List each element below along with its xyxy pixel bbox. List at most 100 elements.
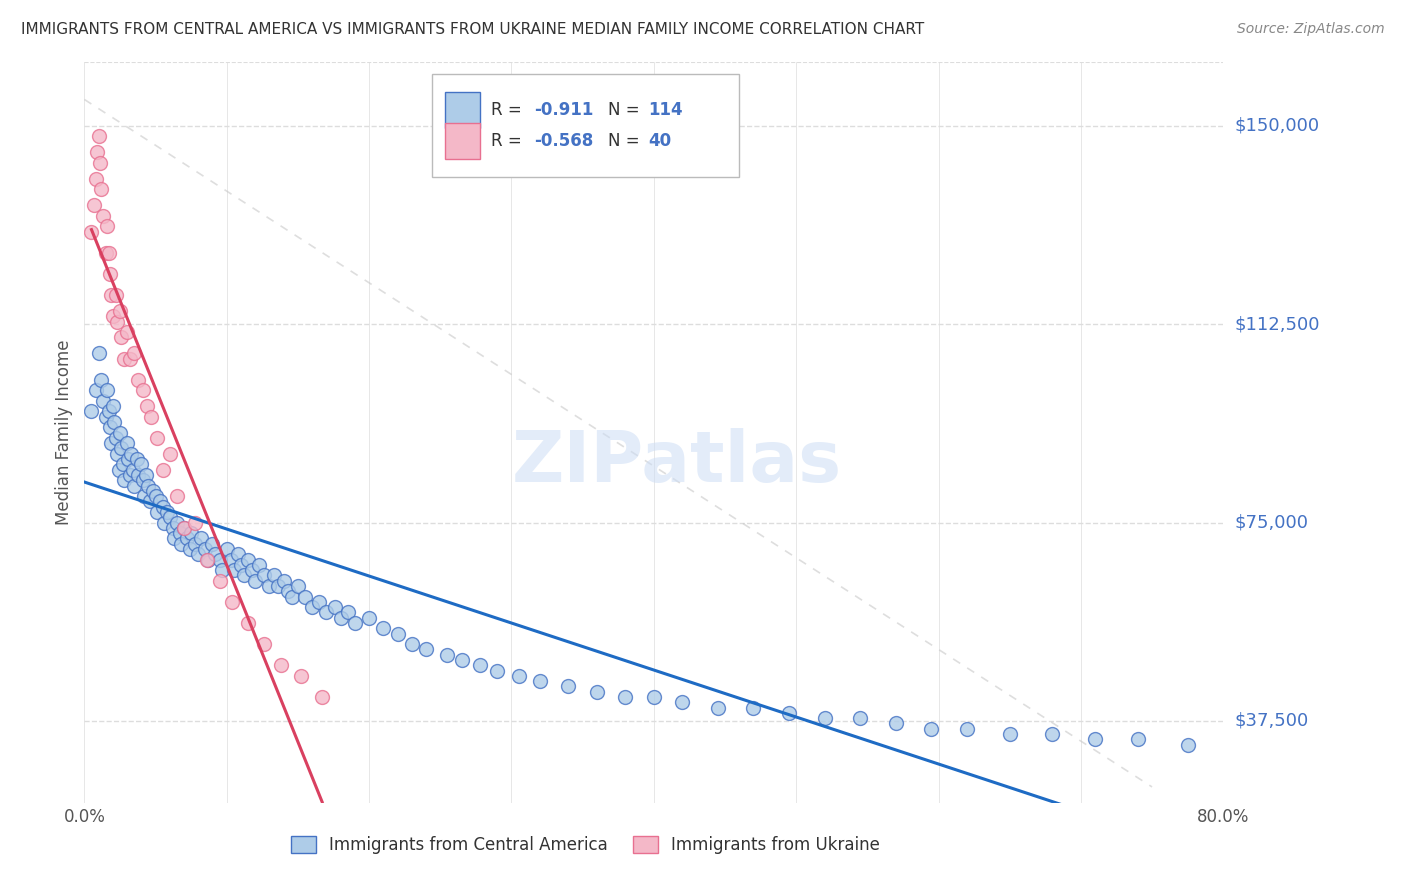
Point (163, 532, 186, 546)
Text: 114: 114 (648, 101, 683, 119)
Point (557, 680, 579, 694)
Point (671, 695, 693, 709)
Point (131, 458, 153, 472)
Point (586, 685, 609, 699)
Point (105, 315, 128, 329)
Point (91, 393, 114, 408)
Text: -0.911: -0.911 (534, 101, 593, 119)
Point (179, 541, 201, 556)
Point (104, 288, 127, 302)
Point (190, 532, 212, 546)
Point (145, 489, 167, 503)
Point (91, 209, 114, 223)
Point (215, 541, 238, 556)
Point (742, 700, 765, 714)
Point (146, 431, 169, 445)
Point (115, 325, 138, 339)
Point (118, 467, 141, 482)
Point (707, 700, 730, 714)
Text: R =: R = (491, 132, 527, 150)
Point (97, 404, 120, 418)
Point (139, 494, 162, 508)
Point (920, 722, 942, 736)
Point (173, 521, 195, 535)
Point (232, 568, 254, 582)
Point (253, 568, 276, 582)
Point (169, 526, 191, 541)
FancyBboxPatch shape (446, 92, 479, 128)
Text: $150,000: $150,000 (1234, 117, 1320, 135)
Point (197, 552, 219, 566)
Point (290, 669, 312, 683)
Point (294, 590, 316, 604)
Point (643, 690, 665, 704)
Text: $75,000: $75,000 (1234, 514, 1309, 532)
Point (415, 642, 437, 657)
Point (96, 219, 118, 234)
Point (90, 373, 112, 387)
Point (132, 384, 155, 398)
Point (134, 489, 156, 503)
Point (486, 664, 509, 678)
Point (208, 574, 231, 588)
Point (162, 521, 184, 535)
Point (359, 611, 381, 625)
Point (240, 563, 263, 577)
Point (176, 532, 198, 546)
Point (323, 600, 346, 615)
Point (156, 505, 179, 519)
Point (87, 129, 110, 144)
Legend: Immigrants from Central America, Immigrants from Ukraine: Immigrants from Central America, Immigra… (284, 830, 887, 861)
Point (166, 516, 188, 530)
Point (97, 245, 120, 260)
Point (401, 637, 423, 651)
Point (219, 552, 242, 566)
Point (373, 621, 395, 635)
Point (245, 574, 267, 588)
Point (184, 516, 207, 530)
Point (89, 156, 111, 170)
Point (998, 727, 1021, 741)
Point (508, 669, 530, 683)
Point (778, 706, 800, 720)
Point (263, 568, 285, 582)
Point (90, 182, 112, 196)
Point (273, 574, 295, 588)
Point (436, 648, 458, 662)
Text: R =: R = (491, 101, 527, 119)
Point (125, 452, 148, 467)
Point (336, 606, 359, 620)
Point (105, 447, 128, 461)
Text: 40: 40 (648, 132, 671, 150)
Point (1042, 727, 1064, 741)
Point (108, 425, 131, 440)
Text: -0.568: -0.568 (534, 132, 593, 150)
Point (170, 537, 193, 551)
Point (107, 462, 129, 476)
Point (135, 467, 157, 482)
Point (84, 171, 107, 186)
Point (80, 225, 103, 239)
Point (138, 478, 160, 492)
Point (226, 547, 249, 561)
Y-axis label: Median Family Income: Median Family Income (55, 340, 73, 525)
Point (236, 615, 259, 630)
Point (117, 452, 139, 467)
Point (122, 346, 145, 360)
Point (956, 722, 979, 736)
Point (122, 478, 145, 492)
Point (270, 658, 292, 673)
Point (614, 690, 637, 704)
Point (387, 626, 409, 640)
Point (222, 563, 245, 577)
Point (152, 462, 174, 476)
Point (110, 330, 132, 344)
Text: $112,500: $112,500 (1234, 315, 1320, 334)
Point (211, 563, 233, 577)
Point (94, 245, 117, 260)
Point (83, 198, 105, 212)
Point (180, 526, 202, 541)
Point (195, 552, 218, 566)
Point (112, 351, 135, 366)
Point (311, 690, 333, 704)
